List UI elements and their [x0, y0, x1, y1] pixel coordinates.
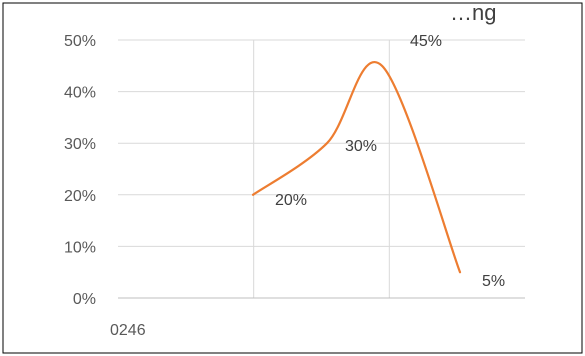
chart-title: …ng: [450, 0, 496, 25]
y-tick-labels: 0% 10% 20% 30% 40% 50%: [64, 33, 96, 308]
y-tick-label: 20%: [64, 188, 96, 205]
x-axis-label: 0246: [110, 322, 146, 339]
series: [251, 61, 462, 274]
y-tick-label: 10%: [64, 239, 96, 256]
data-labels: 20% 30% 45% 5%: [275, 33, 505, 290]
y-tick-label: 50%: [64, 33, 96, 50]
y-tick-label: 30%: [64, 136, 96, 153]
data-label: 5%: [482, 273, 505, 290]
y-tick-label: 40%: [64, 85, 96, 102]
data-label: 30%: [345, 138, 377, 155]
y-tick-label: 0%: [73, 291, 96, 308]
data-label: 20%: [275, 192, 307, 209]
data-label: 45%: [410, 33, 442, 50]
series-line: [251, 61, 462, 274]
gridlines: [118, 39, 525, 298]
